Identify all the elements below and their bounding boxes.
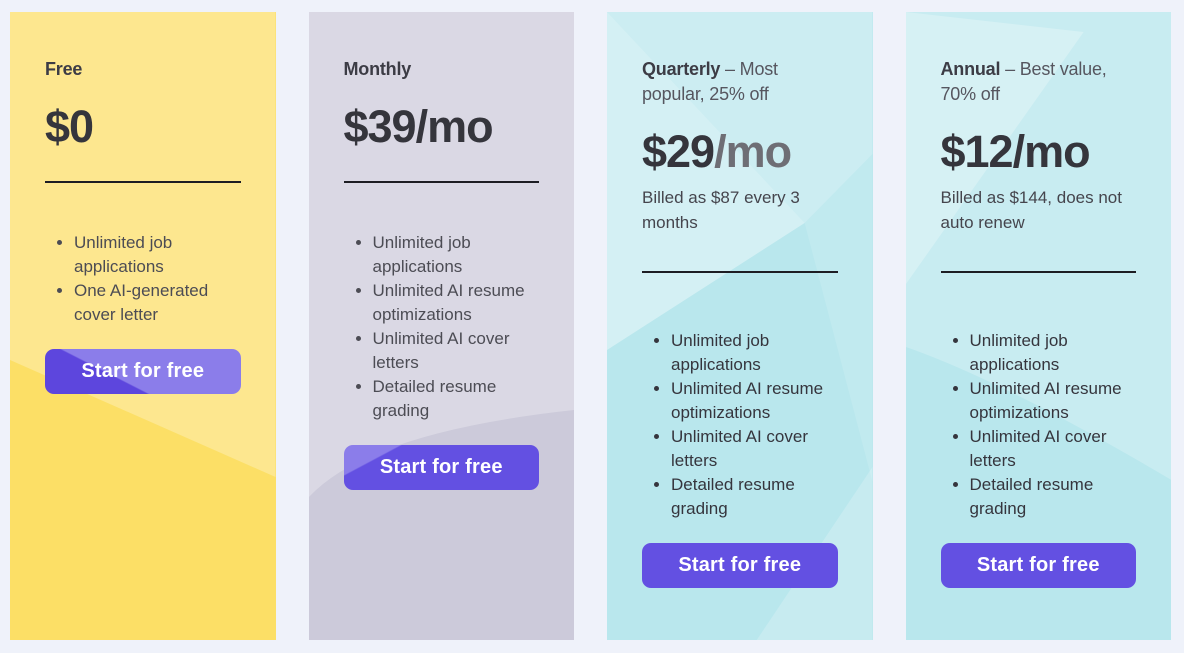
- divider: [45, 181, 241, 183]
- feature-item: Unlimited AI resume optimizations: [970, 377, 1123, 425]
- card-content: Quarterly – Most popular, 25% off $29/mo…: [642, 57, 838, 595]
- feature-item: Unlimited AI resume optimizations: [373, 279, 526, 327]
- price-amount: $0: [45, 101, 94, 152]
- plan-header: Free: [45, 57, 82, 82]
- feature-item: Unlimited AI cover letters: [373, 327, 526, 375]
- start-for-free-button[interactable]: Start for free: [642, 543, 838, 588]
- plan-price: $12/mo: [940, 126, 1091, 177]
- pricing-card-annual: Annual – Best value, 70% off $12/mo Bill…: [905, 12, 1171, 640]
- price-amount: $12: [940, 126, 1014, 177]
- price-period: /mo: [415, 101, 494, 152]
- card-content: Free $0 Unlimited job applications One A…: [45, 57, 241, 595]
- start-for-free-button[interactable]: Start for free: [45, 349, 241, 394]
- plan-title: Quarterly: [642, 59, 721, 79]
- plan-title: Annual: [940, 59, 1001, 79]
- start-for-free-button[interactable]: Start for free: [343, 445, 539, 490]
- price-period: /mo: [714, 126, 792, 177]
- divider: [940, 271, 1136, 273]
- card-content: Monthly $39/mo Unlimited job application…: [343, 57, 539, 595]
- plan-header: Monthly: [344, 57, 412, 82]
- price-period: /mo: [1012, 126, 1091, 177]
- plan-price: $39/mo: [343, 101, 494, 152]
- feature-item: Unlimited AI cover letters: [970, 425, 1123, 473]
- feature-item: Detailed resume grading: [373, 375, 526, 423]
- divider: [642, 271, 838, 273]
- plan-price: $29/mo: [642, 126, 792, 177]
- feature-item: Unlimited job applications: [970, 329, 1123, 377]
- plan-header: Annual – Best value, 70% off: [941, 57, 1137, 107]
- card-content: Annual – Best value, 70% off $12/mo Bill…: [940, 57, 1137, 595]
- feature-item: Detailed resume grading: [970, 473, 1123, 521]
- billing-note: Billed as $144, does not auto renew: [940, 188, 1122, 232]
- plan-header: Quarterly – Most popular, 25% off: [642, 57, 838, 107]
- pricing-card-monthly: Monthly $39/mo Unlimited job application…: [308, 12, 574, 640]
- feature-item: Detailed resume grading: [671, 473, 824, 521]
- feature-item: Unlimited AI resume optimizations: [671, 377, 824, 425]
- price-amount: $29: [642, 126, 715, 177]
- feature-item: Unlimited AI cover letters: [671, 425, 824, 473]
- divider: [343, 181, 539, 183]
- price-amount: $39: [343, 101, 417, 152]
- pricing-card-quarterly: Quarterly – Most popular, 25% off $29/mo…: [607, 12, 873, 640]
- plan-title: Monthly: [343, 59, 412, 79]
- feature-item: One AI-generated cover letter: [74, 279, 227, 327]
- feature-list: Unlimited job applications Unlimited AI …: [344, 231, 526, 423]
- start-for-free-button[interactable]: Start for free: [940, 543, 1136, 588]
- plan-subtitle: – Most popular, 25% off: [642, 59, 778, 104]
- plan-price: $0: [45, 101, 94, 152]
- feature-list: Unlimited job applications Unlimited AI …: [941, 329, 1123, 521]
- feature-item: Unlimited job applications: [74, 231, 227, 279]
- feature-item: Unlimited job applications: [671, 329, 824, 377]
- feature-list: Unlimited job applications Unlimited AI …: [642, 329, 824, 521]
- plan-title: Free: [45, 59, 83, 79]
- feature-item: Unlimited job applications: [373, 231, 526, 279]
- billing-note: Billed as $87 every 3 months: [642, 188, 800, 232]
- plan-subtitle: – Best value, 70% off: [940, 59, 1107, 104]
- feature-list: Unlimited job applications One AI-genera…: [45, 231, 227, 327]
- pricing-card-free: Free $0 Unlimited job applications One A…: [10, 12, 276, 640]
